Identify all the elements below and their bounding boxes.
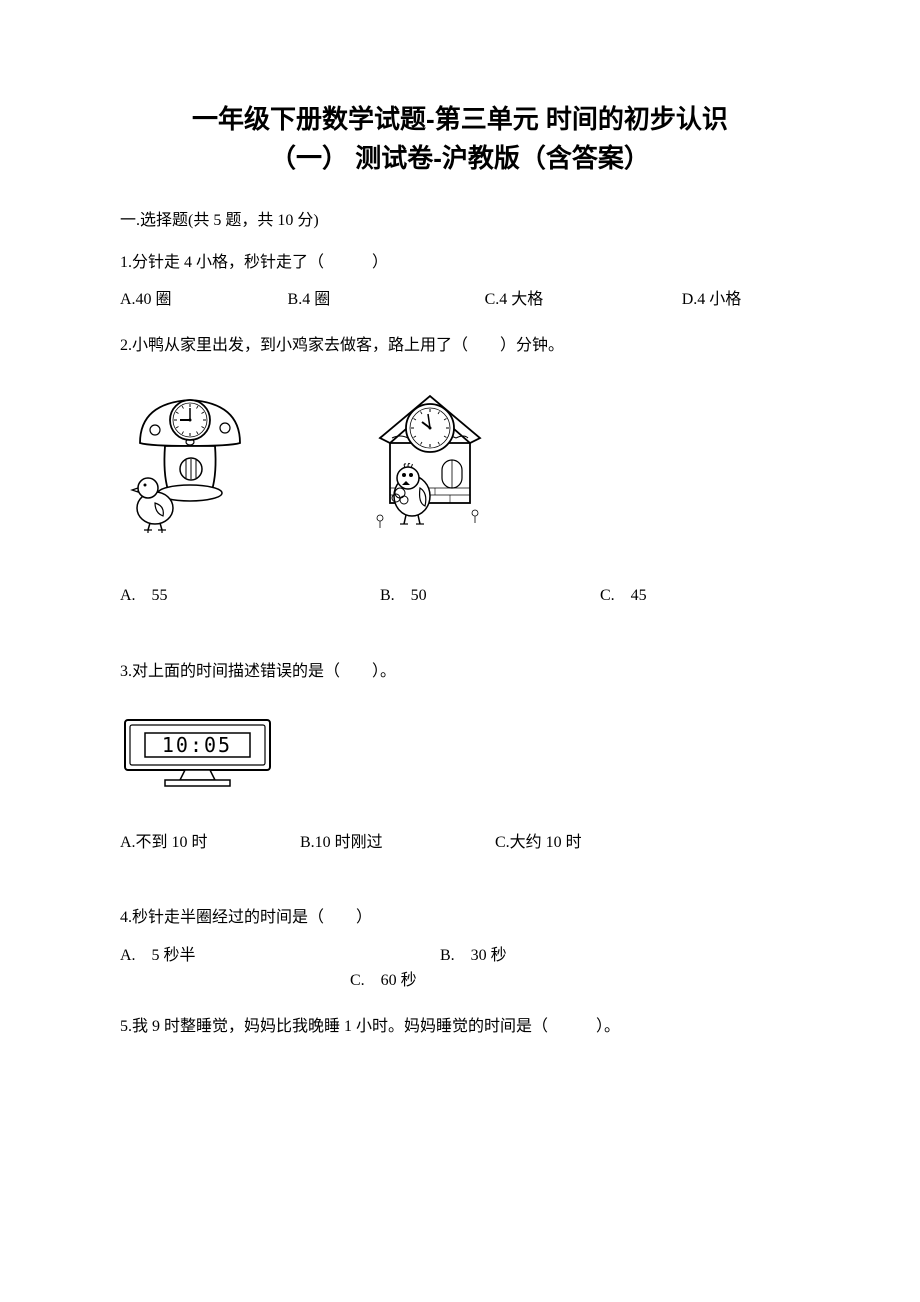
title-line-1: 一年级下册数学试题-第三单元 时间的初步认识 [120,100,800,139]
digital-clock-icon: 10:05 [120,715,800,790]
question-4-text: 4.秒针走半圈经过的时间是（ ） [120,905,800,931]
q3-option-b: B.10 时刚过 [300,830,495,856]
q2-option-c: C. 45 [600,583,720,609]
question-1-text: 1.分针走 4 小格，秒针走了（ ） [120,250,800,276]
question-2-options: A. 55 B. 50 C. 45 [120,583,800,609]
q4-option-b: B. 30 秒 [440,943,640,969]
q1-option-d: D.4 小格 [682,287,800,313]
q1-option-a: A.40 圈 [120,287,288,313]
question-2-images [130,388,800,543]
question-4-options-line1: A. 5 秒半 B. 30 秒 [120,943,800,969]
question-5-text: 5.我 9 时整睡觉，妈妈比我晚睡 1 小时。妈妈睡觉的时间是（ ）。 [120,1014,800,1040]
question-2-text: 2.小鸭从家里出发，到小鸡家去做客，路上用了（ ）分钟。 [120,333,800,359]
chick-house-clock-icon [360,388,500,543]
q1-option-c: C.4 大格 [485,287,682,313]
title-line-2: （一） 测试卷-沪教版（含答案） [120,139,800,178]
q4-option-c: C. 60 秒 [350,968,800,994]
q3-option-c: C.大约 10 时 [495,830,675,856]
question-3-options: A.不到 10 时 B.10 时刚过 C.大约 10 时 [120,830,800,856]
q2-option-b: B. 50 [380,583,600,609]
duck-mushroom-clock-icon [130,388,260,543]
q2-option-a: A. 55 [120,583,380,609]
q1-option-b: B.4 圈 [288,287,485,313]
svg-text:10:05: 10:05 [162,733,232,757]
page-title: 一年级下册数学试题-第三单元 时间的初步认识 （一） 测试卷-沪教版（含答案） [120,100,800,178]
section-header: 一.选择题(共 5 题，共 10 分) [120,208,800,234]
q4-option-a: A. 5 秒半 [120,943,440,969]
question-3-text: 3.对上面的时间描述错误的是（ ）。 [120,659,800,685]
q3-option-a: A.不到 10 时 [120,830,300,856]
question-1-options: A.40 圈 B.4 圈 C.4 大格 D.4 小格 [120,287,800,313]
